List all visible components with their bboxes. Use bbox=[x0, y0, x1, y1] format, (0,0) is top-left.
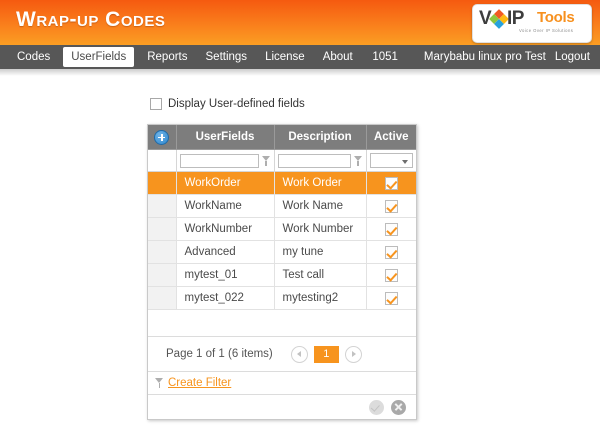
grid-empty-space bbox=[148, 310, 416, 337]
row-indicator[interactable] bbox=[148, 263, 177, 287]
main-navbar: Codes UserFields Reports Settings Licens… bbox=[0, 45, 600, 69]
add-row-header[interactable] bbox=[148, 125, 177, 150]
userfields-grid: UserFields Description Active bbox=[147, 124, 417, 420]
page-content: Display User-defined fields UserFields D… bbox=[0, 76, 600, 430]
logo-text-tools: Tools bbox=[537, 9, 575, 26]
active-checkbox[interactable] bbox=[384, 245, 398, 259]
nav-item-codes[interactable]: Codes bbox=[17, 51, 51, 63]
pager-page-1-button[interactable]: 1 bbox=[313, 345, 339, 363]
create-filter-bar: Create Filter bbox=[148, 372, 416, 395]
cell-active[interactable] bbox=[366, 263, 416, 287]
logo-tagline: Voice Over IP Solutions bbox=[519, 28, 574, 33]
cell-active[interactable] bbox=[366, 240, 416, 264]
cell-active[interactable] bbox=[366, 194, 416, 218]
filter-cell-userfields bbox=[176, 149, 275, 172]
filter-funnel-icon-description[interactable] bbox=[353, 155, 363, 166]
cell-description[interactable]: Work Order bbox=[274, 171, 367, 195]
active-checkbox[interactable] bbox=[384, 222, 398, 236]
active-checkbox[interactable] bbox=[384, 268, 398, 282]
table-row[interactable]: WorkNumber Work Number bbox=[148, 217, 416, 241]
filter-cell-blank bbox=[148, 149, 177, 172]
display-user-defined-label: Display User-defined fields bbox=[168, 98, 305, 110]
row-indicator[interactable] bbox=[148, 171, 177, 195]
cell-description[interactable]: my tune bbox=[274, 240, 367, 264]
column-header-description[interactable]: Description bbox=[274, 125, 367, 150]
filter-input-description[interactable] bbox=[277, 153, 351, 168]
table-row[interactable]: WorkOrder Work Order bbox=[148, 171, 416, 195]
nav-item-license[interactable]: License bbox=[265, 51, 305, 63]
filter-cell-description bbox=[274, 149, 367, 172]
logout-link[interactable]: Logout bbox=[554, 51, 590, 63]
table-row[interactable]: mytest_01 Test call bbox=[148, 263, 416, 287]
cell-userfield[interactable]: WorkOrder bbox=[176, 171, 275, 195]
logo-text-ip: IP bbox=[507, 8, 524, 29]
cell-description[interactable]: mytesting2 bbox=[274, 286, 367, 310]
nav-user-area: 1051 Marybabu linux pro Test Logout bbox=[372, 45, 590, 69]
cell-description[interactable]: Work Name bbox=[274, 194, 367, 218]
chevron-down-icon bbox=[402, 159, 408, 164]
plus-icon[interactable] bbox=[154, 129, 170, 145]
create-filter-funnel-icon bbox=[155, 378, 164, 388]
table-body: WorkOrder Work Order WorkName Work Name bbox=[148, 171, 416, 310]
table-filter-body bbox=[148, 149, 416, 172]
user-name: Marybabu linux pro Test bbox=[423, 51, 546, 63]
table-row[interactable]: mytest_022 mytesting2 bbox=[148, 286, 416, 310]
filter-input-userfields[interactable] bbox=[179, 153, 259, 168]
display-user-defined-row[interactable]: Display User-defined fields bbox=[150, 98, 305, 110]
pager-next-button[interactable] bbox=[344, 345, 362, 363]
apply-check-icon[interactable] bbox=[369, 399, 384, 415]
filter-select-active[interactable] bbox=[369, 153, 413, 168]
cell-userfield[interactable]: mytest_022 bbox=[176, 286, 275, 310]
close-icon[interactable] bbox=[391, 399, 406, 415]
cell-userfield[interactable]: mytest_01 bbox=[176, 263, 275, 287]
cell-active[interactable] bbox=[366, 217, 416, 241]
active-checkbox[interactable] bbox=[384, 199, 398, 213]
nav-item-settings[interactable]: Settings bbox=[205, 51, 248, 63]
voiptools-logo: V IP Tools Voice Over IP Solutions bbox=[472, 4, 592, 43]
extension-number: 1051 bbox=[372, 51, 398, 63]
row-indicator[interactable] bbox=[148, 286, 177, 310]
filter-cell-active bbox=[366, 149, 416, 172]
userfields-table: UserFields Description Active bbox=[148, 125, 416, 310]
column-header-active[interactable]: Active bbox=[366, 125, 416, 150]
nav-item-about[interactable]: About bbox=[322, 51, 353, 63]
column-header-userfields[interactable]: UserFields bbox=[176, 125, 275, 150]
active-checkbox[interactable] bbox=[384, 291, 398, 305]
cell-active[interactable] bbox=[366, 171, 416, 195]
cell-userfield[interactable]: Advanced bbox=[176, 240, 275, 264]
logo-diamond-icon bbox=[489, 9, 509, 29]
table-header: UserFields Description Active bbox=[148, 125, 416, 150]
cell-description[interactable]: Test call bbox=[274, 263, 367, 287]
cell-active[interactable] bbox=[366, 286, 416, 310]
grid-pager: Page 1 of 1 (6 items) 1 bbox=[148, 337, 416, 372]
cell-userfield[interactable]: WorkNumber bbox=[176, 217, 275, 241]
page-title: Wrap-up Codes bbox=[16, 8, 166, 31]
pager-buttons: 1 bbox=[290, 345, 362, 363]
pager-summary: Page 1 of 1 (6 items) bbox=[166, 348, 273, 360]
cell-description[interactable]: Work Number bbox=[274, 217, 367, 241]
logo-text-v: V bbox=[479, 8, 492, 29]
nav-item-userfields[interactable]: UserFields bbox=[63, 47, 135, 67]
nav-items: Codes UserFields Reports Settings Licens… bbox=[8, 45, 362, 69]
navbar-shadow bbox=[0, 69, 600, 76]
pager-prev-button[interactable] bbox=[290, 345, 308, 363]
row-indicator[interactable] bbox=[148, 217, 177, 241]
filter-funnel-icon-userfields[interactable] bbox=[261, 155, 271, 166]
filter-row bbox=[148, 149, 416, 172]
display-user-defined-checkbox[interactable] bbox=[150, 98, 162, 110]
row-indicator[interactable] bbox=[148, 240, 177, 264]
table-row[interactable]: WorkName Work Name bbox=[148, 194, 416, 218]
create-filter-link[interactable]: Create Filter bbox=[168, 377, 232, 389]
grid-footer bbox=[148, 395, 416, 419]
cell-userfield[interactable]: WorkName bbox=[176, 194, 275, 218]
row-indicator[interactable] bbox=[148, 194, 177, 218]
table-row[interactable]: Advanced my tune bbox=[148, 240, 416, 264]
app-header: Wrap-up Codes V IP Tools Voice Over IP S… bbox=[0, 0, 600, 45]
active-checkbox[interactable] bbox=[384, 176, 398, 190]
nav-item-reports[interactable]: Reports bbox=[147, 51, 188, 63]
